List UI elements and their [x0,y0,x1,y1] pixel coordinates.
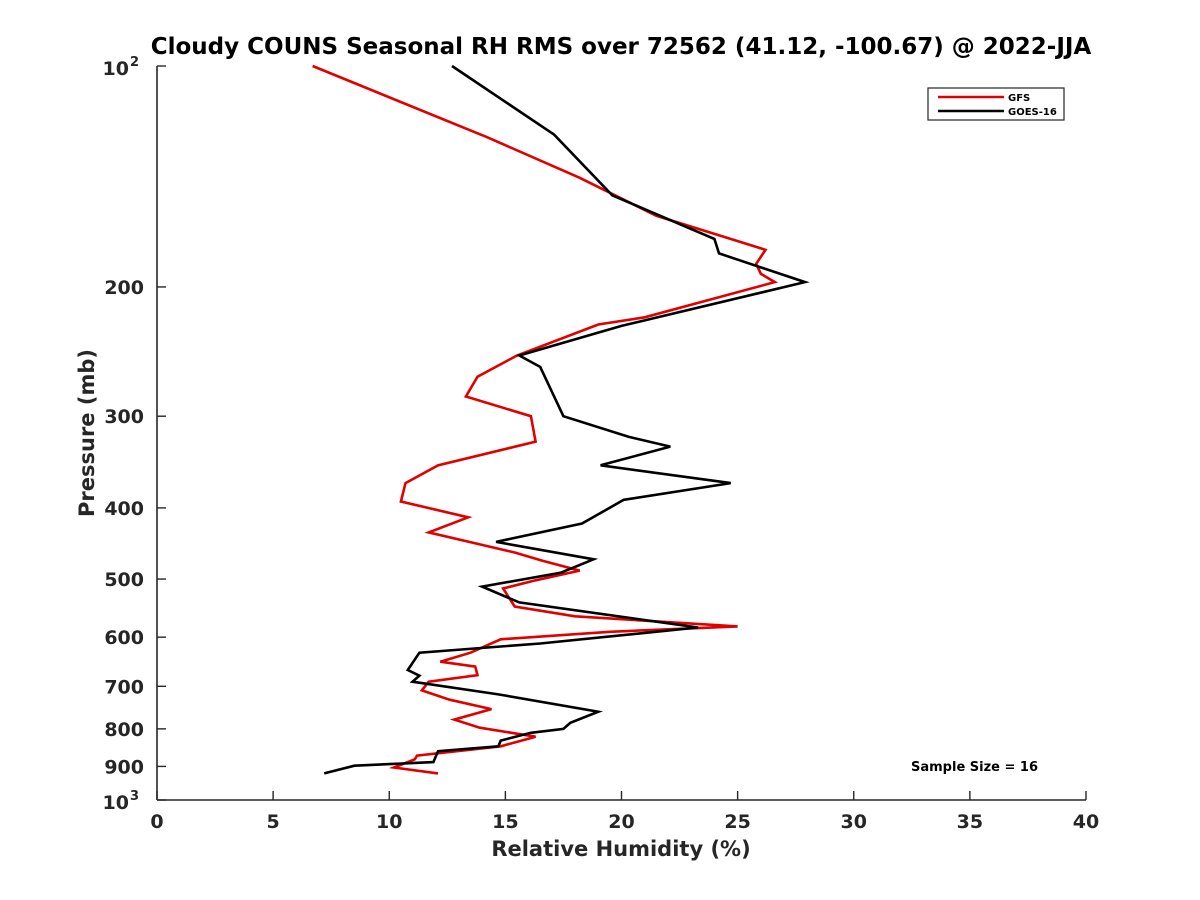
x-tick-label: 10 [376,811,402,833]
y-tick-label-exponent: 3 [130,789,139,804]
x-tick-label: 30 [841,811,867,833]
y-tick-label: 600 [104,627,144,649]
y-tick-label-exponent: 2 [130,55,139,70]
chart-title: Cloudy COUNS Seasonal RH RMS over 72562 … [151,34,1092,60]
x-tick-label: 20 [608,811,634,833]
y-tick-label: 800 [104,719,144,741]
sample-size-annotation: Sample Size = 16 [911,760,1038,775]
y-tick-label: 500 [104,569,144,591]
legend-label-gfs: GFS [1008,93,1030,104]
x-tick-label: 5 [267,811,280,833]
legend: GFS GOES-16 [927,87,1065,121]
y-tick-label-power: 10 [103,792,129,814]
x-tick-label: 25 [724,811,750,833]
series-layer [312,64,810,775]
legend-label-goes16: GOES-16 [1008,107,1057,118]
y-tick-label: 300 [104,406,144,428]
x-tick-label: 40 [1073,811,1099,833]
x-ticks: 0 5 10 15 20 25 30 35 40 [150,791,1099,833]
y-axis-label: Pressure (mb) [75,349,99,517]
x-tick-label: 0 [150,811,163,833]
series-line-gfs [312,64,779,775]
x-tick-label: 15 [492,811,518,833]
series-line-goes16 [323,64,810,775]
x-tick-label: 35 [957,811,983,833]
y-tick-label: 200 [104,277,144,299]
y-tick-label: 700 [104,676,144,698]
y-tick-label: 400 [104,498,144,520]
y-tick-label-power: 10 [103,58,129,80]
y-tick-label: 900 [104,756,144,778]
legend-box [927,87,1065,121]
x-axis-label: Relative Humidity (%) [491,837,750,861]
